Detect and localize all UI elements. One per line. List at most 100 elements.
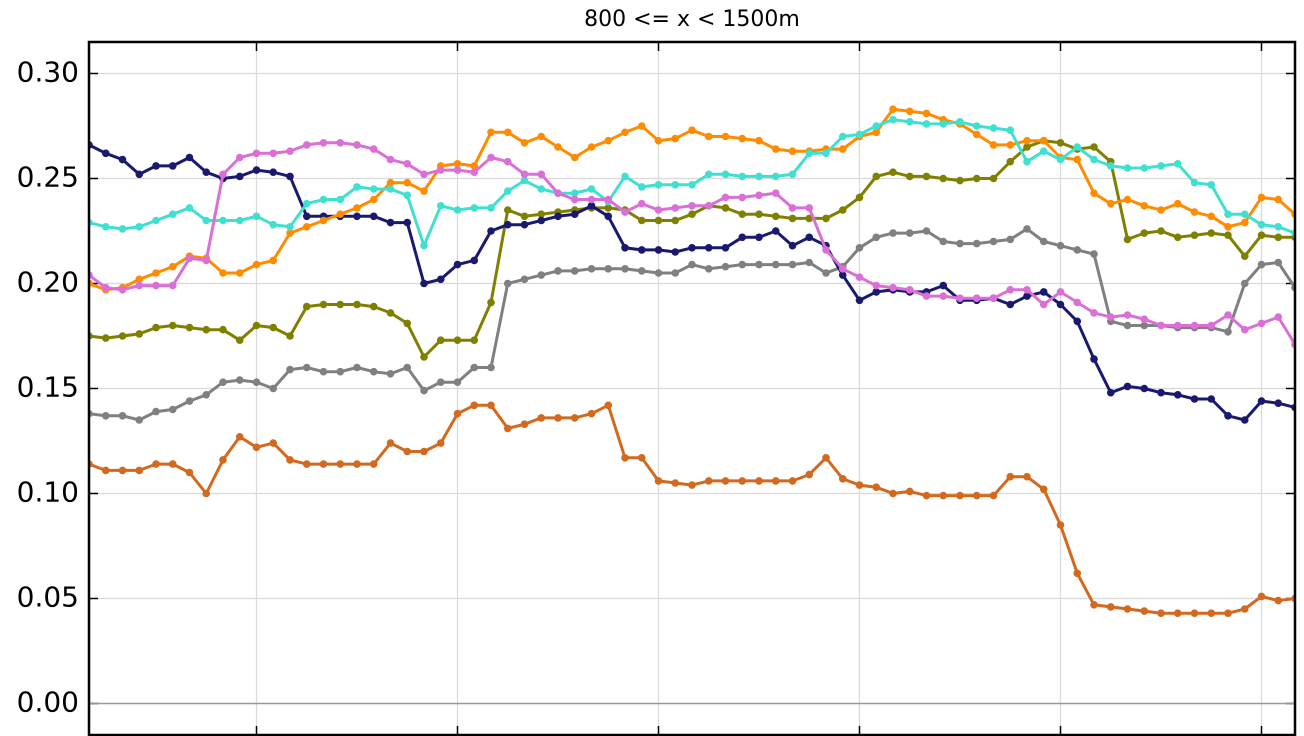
- data-point: [872, 281, 881, 290]
- data-point: [168, 405, 177, 414]
- data-point: [1023, 472, 1031, 481]
- data-point: [956, 176, 964, 185]
- data-point: [570, 153, 579, 162]
- data-point: [118, 412, 127, 420]
- data-point: [1073, 317, 1082, 326]
- data-point: [302, 223, 311, 231]
- data-point: [1224, 210, 1232, 218]
- data-point: [403, 319, 412, 328]
- data-point: [905, 172, 914, 181]
- data-point: [721, 477, 730, 485]
- data-point: [972, 130, 981, 139]
- data-point: [1190, 321, 1199, 330]
- data-point: [872, 288, 881, 296]
- data-point: [369, 367, 378, 376]
- data-point: [1039, 147, 1048, 155]
- y-tick-label: 0.00: [17, 686, 79, 719]
- series: [89, 401, 1295, 617]
- data-point: [118, 332, 127, 340]
- data-point: [152, 323, 160, 332]
- y-tick-label: 0.20: [17, 266, 79, 299]
- data-point: [922, 120, 931, 128]
- data-point: [302, 302, 311, 311]
- data-point: [101, 466, 110, 475]
- data-point: [1123, 164, 1132, 172]
- data-point: [822, 149, 830, 158]
- data-point: [219, 269, 227, 277]
- data-point: [989, 141, 998, 149]
- data-point: [1140, 607, 1149, 615]
- data-point: [671, 216, 680, 225]
- data-point: [503, 220, 512, 229]
- data-point: [654, 477, 663, 485]
- data-point: [1123, 382, 1132, 391]
- data-point: [168, 321, 177, 330]
- data-point: [738, 210, 747, 218]
- data-point: [319, 460, 328, 468]
- data-point: [1090, 155, 1098, 164]
- data-point: [135, 170, 144, 179]
- data-point: [470, 204, 479, 212]
- data-point: [587, 202, 596, 210]
- data-point: [219, 170, 227, 179]
- data-point: [989, 294, 998, 303]
- data-point: [353, 212, 361, 221]
- data-point: [872, 233, 881, 242]
- data-point: [570, 414, 579, 422]
- data-point: [252, 166, 261, 174]
- data-point: [286, 365, 294, 374]
- data-point: [905, 107, 914, 116]
- data-point: [1023, 143, 1031, 151]
- data-point: [671, 248, 680, 256]
- data-point: [1006, 235, 1015, 244]
- data-point: [369, 460, 378, 468]
- data-point: [1006, 157, 1015, 166]
- data-point: [353, 204, 361, 212]
- data-point: [805, 258, 814, 267]
- data-point: [654, 269, 663, 277]
- data-point: [1140, 164, 1149, 172]
- data-point: [470, 401, 479, 410]
- data-point: [972, 294, 981, 303]
- data-point: [1207, 212, 1216, 221]
- data-point: [487, 227, 495, 235]
- data-point: [386, 439, 395, 447]
- data-point: [420, 279, 428, 288]
- data-point: [621, 244, 629, 252]
- data-point: [1073, 298, 1082, 307]
- data-point: [738, 233, 747, 242]
- data-point: [420, 170, 428, 179]
- data-point: [554, 212, 562, 221]
- data-point: [369, 195, 378, 204]
- data-point: [805, 204, 814, 212]
- data-point: [704, 132, 713, 141]
- data-point: [1090, 355, 1098, 363]
- data-point: [972, 239, 981, 248]
- data-point: [755, 136, 763, 145]
- data-point: [101, 223, 110, 231]
- data-point: [1173, 199, 1182, 208]
- data-point: [905, 286, 914, 294]
- data-point: [286, 229, 294, 237]
- data-point: [989, 124, 998, 132]
- data-point: [1274, 596, 1283, 605]
- data-point: [302, 212, 311, 221]
- data-point: [1073, 155, 1082, 164]
- data-point: [1006, 300, 1015, 309]
- data-point: [671, 204, 680, 212]
- data-point: [1240, 605, 1249, 613]
- data-point: [118, 466, 127, 475]
- data-point: [152, 162, 160, 170]
- data-point: [889, 115, 897, 124]
- data-point: [587, 409, 596, 418]
- data-point: [1257, 319, 1266, 328]
- data-point: [889, 105, 897, 113]
- data-point: [1224, 412, 1232, 420]
- data-point: [487, 401, 495, 410]
- data-point: [286, 172, 294, 181]
- data-point: [1190, 395, 1199, 403]
- data-point: [453, 409, 462, 418]
- data-point: [319, 139, 328, 147]
- data-point: [202, 256, 211, 265]
- data-point: [838, 206, 847, 214]
